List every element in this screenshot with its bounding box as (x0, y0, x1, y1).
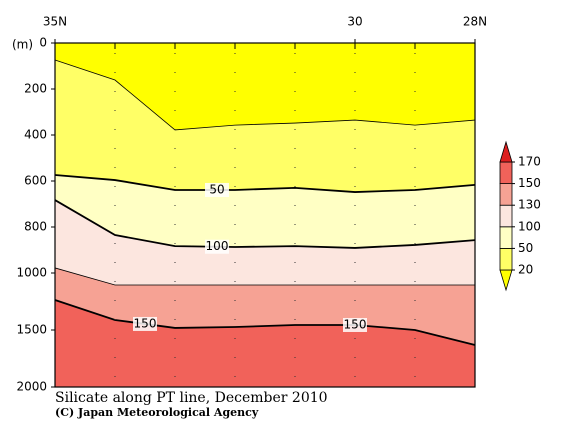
colorbar-label: 150 (518, 176, 541, 190)
y-tick-label: 0 (39, 36, 47, 50)
colorbar-band (499, 161, 513, 185)
contour-label-bg (133, 316, 157, 331)
contour-label: 50 (209, 182, 224, 196)
y-tick-label: 400 (24, 128, 47, 142)
contour-line (54, 267, 475, 286)
contour-label: 150 (344, 317, 367, 331)
contour-label: 150 (134, 316, 157, 330)
colorbar-label: 170 (518, 155, 541, 169)
y-tick-label: 600 (24, 174, 47, 188)
contour-line (54, 199, 476, 249)
x-tick-label: 35N (43, 15, 67, 29)
colorbar-band (499, 247, 513, 271)
y-tick-label: 200 (24, 82, 47, 96)
colorbar-band (499, 226, 513, 249)
colorbar-label: 130 (518, 198, 541, 212)
contour-line (54, 299, 476, 346)
contour-label: 100 (206, 239, 229, 253)
frame (54, 42, 476, 388)
chart-title: Silicate along PT line, December 2010 (55, 390, 328, 406)
colorbar-label: 20 (518, 263, 533, 277)
colorbar-band (499, 183, 513, 206)
contour-label-bg (205, 239, 229, 254)
y-tick-label: 1000 (16, 266, 47, 280)
y-tick-label: 800 (24, 220, 47, 234)
contour-label-bg (205, 182, 229, 197)
colorbar-end (499, 269, 513, 292)
x-tick-label: 30 (347, 15, 362, 29)
credit: (C) Japan Meteorological Agency (55, 406, 259, 419)
colorbar-label: 50 (518, 241, 533, 255)
colorbar-band (499, 204, 513, 228)
contour-line (54, 59, 476, 131)
colorbar-label: 100 (518, 219, 541, 233)
contour-label-bg (343, 317, 367, 332)
y-tick-label: 1500 (16, 323, 47, 337)
contour-line (54, 174, 476, 193)
colorbar-end (499, 140, 513, 163)
y-tick-label: 2000 (16, 380, 47, 394)
y-axis-label: (m) (12, 38, 33, 52)
x-tick-label: 28N (463, 15, 487, 29)
contour-band (55, 300, 475, 387)
